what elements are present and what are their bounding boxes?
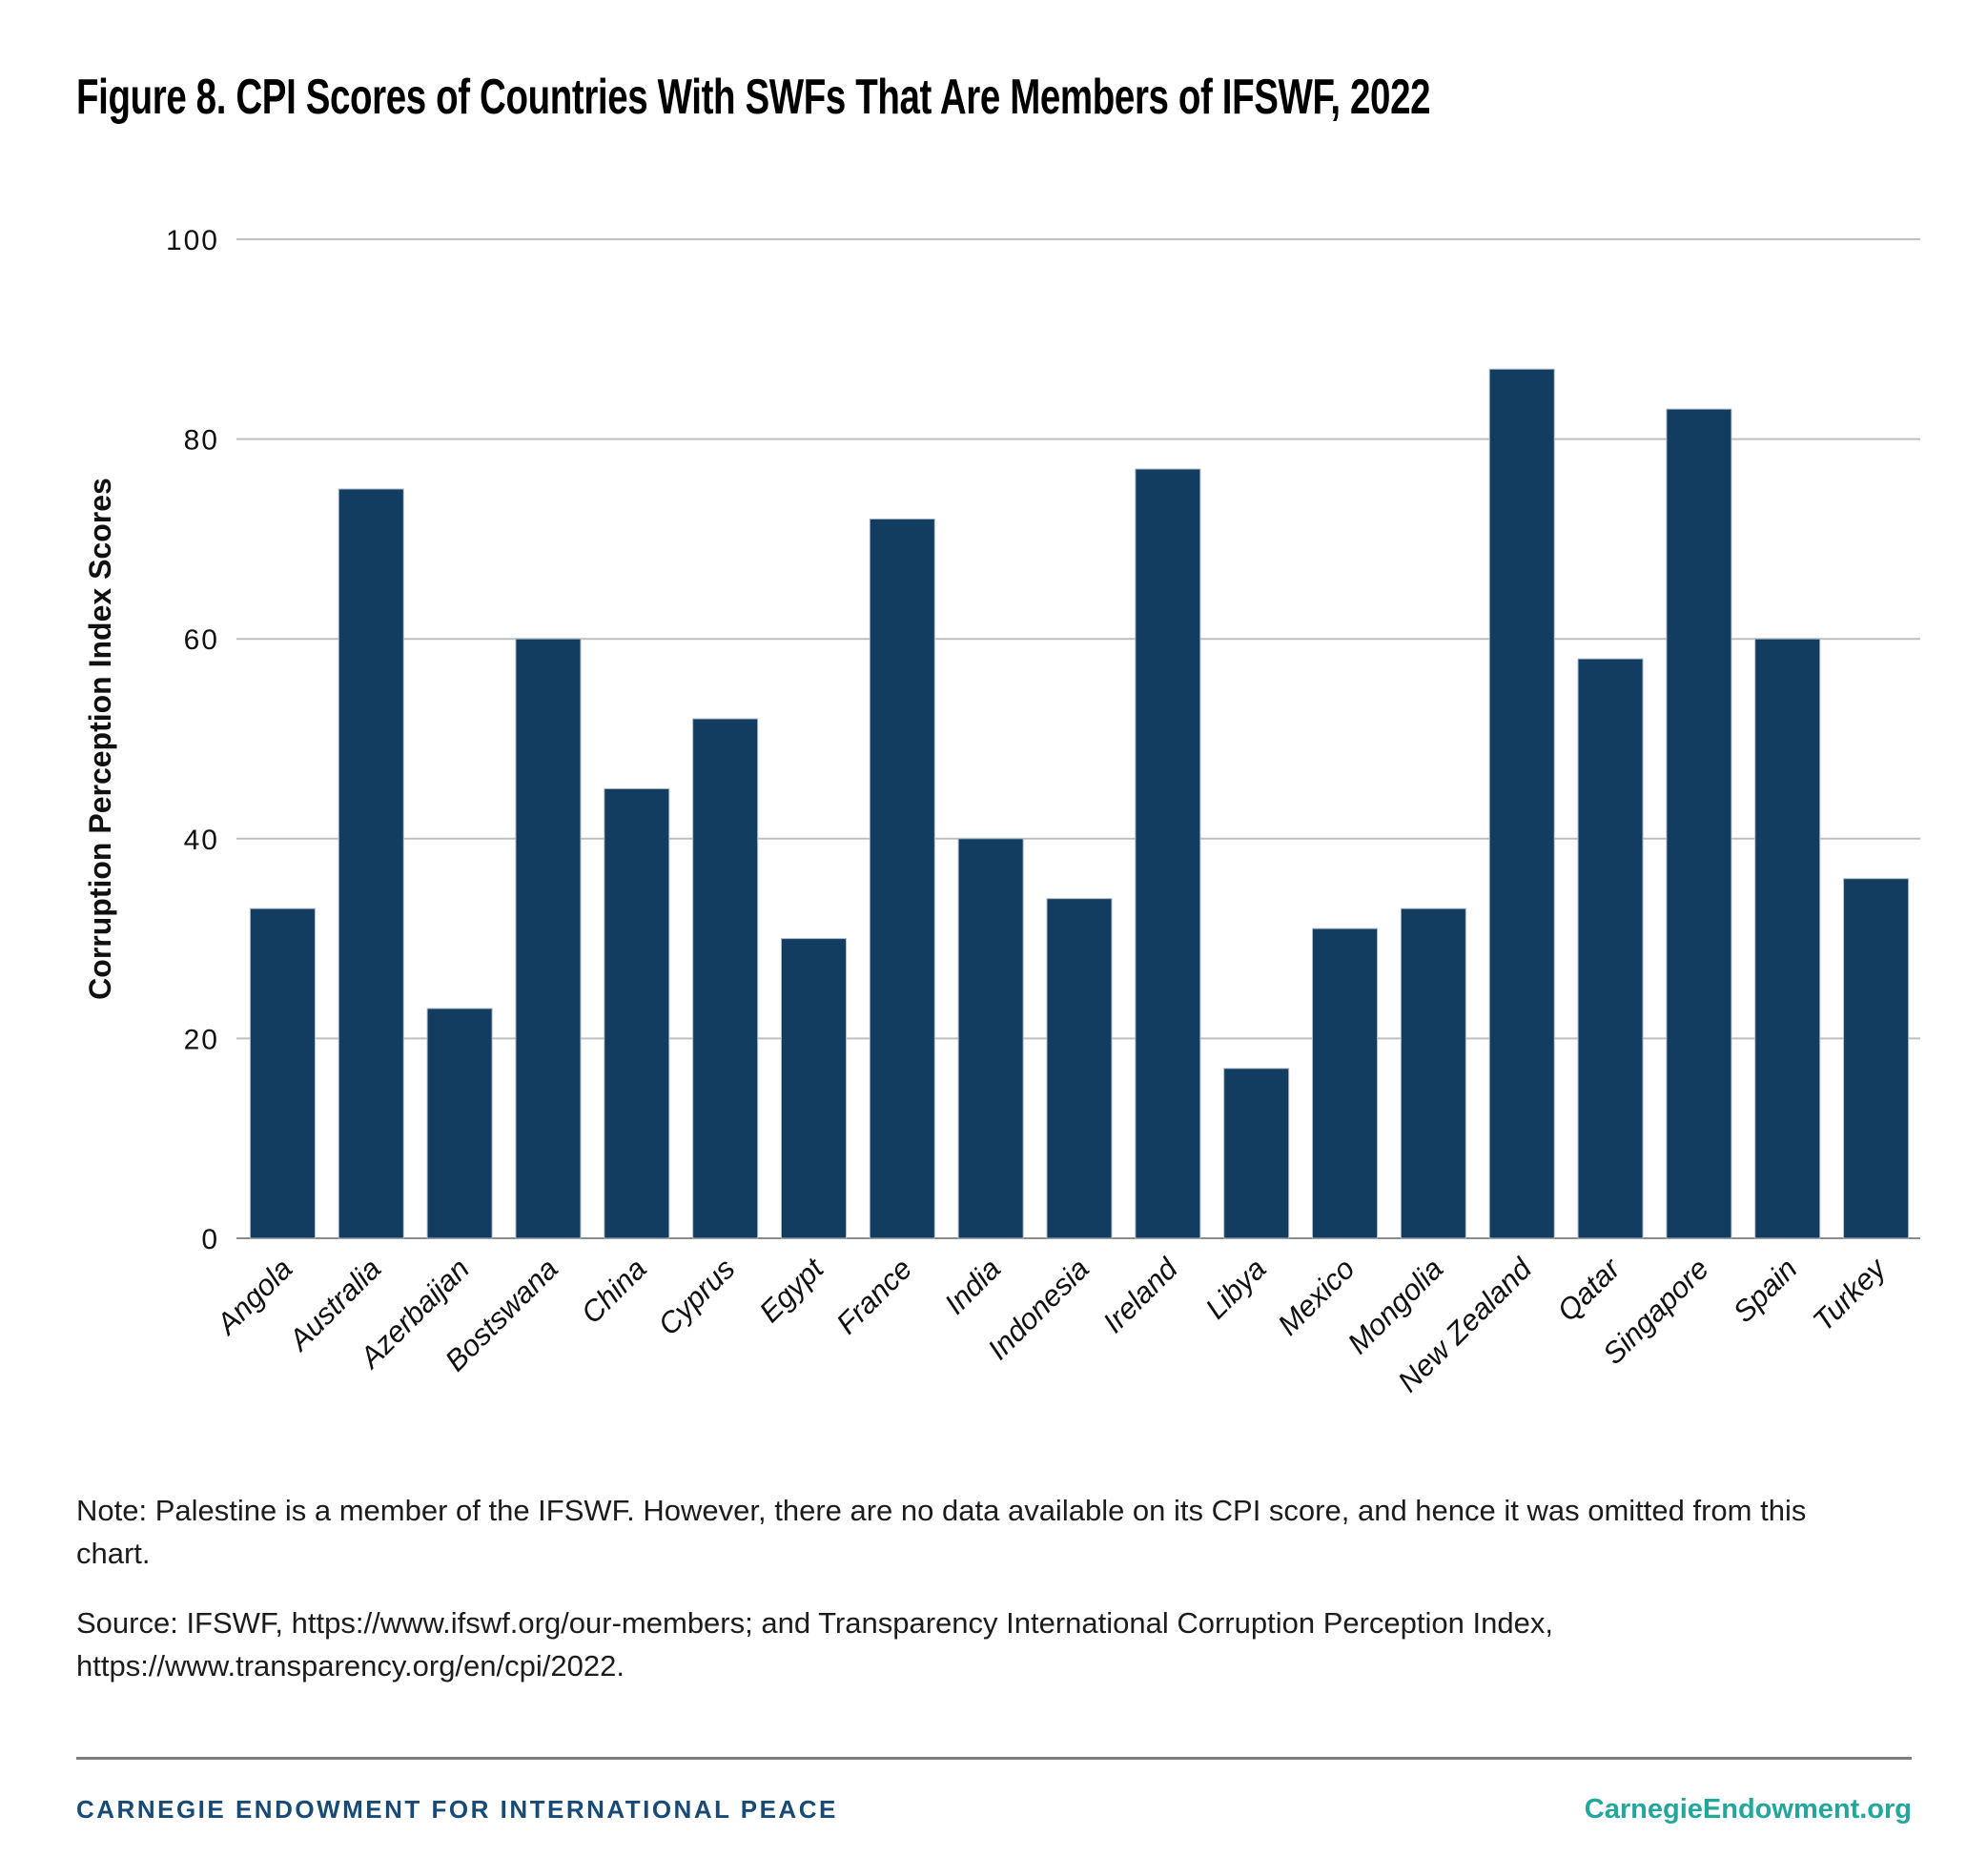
bar-new-zealand (1488, 368, 1555, 1239)
footer-divider (76, 1757, 1912, 1760)
bar-mongolia (1400, 907, 1466, 1239)
bar-cyprus (692, 718, 759, 1239)
x-tick-label-spain: Spain (1727, 1252, 1804, 1329)
x-tick-label-libya: Libya (1198, 1252, 1272, 1325)
bar-egypt (780, 938, 847, 1239)
x-tick-label-france: France (830, 1252, 918, 1340)
bar-azerbaijan (426, 1008, 493, 1239)
bar-indonesia (1046, 898, 1113, 1239)
footer-website-text: CarnegieEndowment.org (1584, 1794, 1912, 1825)
bar-mexico (1312, 928, 1379, 1239)
x-tick-label-mexico: Mexico (1271, 1252, 1361, 1341)
x-tick-label-turkey: Turkey (1806, 1250, 1894, 1337)
x-tick-label-egypt: Egypt (753, 1251, 831, 1329)
y-tick-label-60: 60 (184, 624, 219, 656)
bar-bostswana (515, 638, 582, 1239)
bar-spain (1754, 638, 1821, 1239)
y-axis-title: Corruption Perception Index Scores (83, 478, 117, 1000)
page-footer: CARNEGIE ENDOWMENT FOR INTERNATIONAL PEA… (76, 1794, 1912, 1825)
bar-australia (338, 488, 404, 1239)
bar-singapore (1666, 408, 1732, 1239)
y-tick-label-80: 80 (184, 425, 219, 457)
bar-china (604, 787, 670, 1239)
footer-org-name: CARNEGIE ENDOWMENT FOR INTERNATIONAL PEA… (76, 1795, 838, 1824)
y-tick-label-100: 100 (166, 225, 219, 256)
bar-angola (249, 907, 316, 1239)
y-tick-label-0: 0 (201, 1224, 219, 1255)
bar-ireland (1135, 468, 1201, 1239)
y-tick-label-20: 20 (184, 1024, 219, 1055)
y-tick-label-40: 40 (184, 825, 219, 856)
bar-libya (1223, 1068, 1290, 1239)
x-tick-label-china: China (575, 1252, 653, 1330)
x-tick-label-india: India (938, 1252, 1007, 1320)
x-tick-label-angola: Angola (209, 1252, 298, 1341)
x-tick-label-cyprus: Cyprus (651, 1252, 741, 1341)
x-tick-label-qatar: Qatar (1550, 1251, 1628, 1328)
bar-turkey (1843, 878, 1910, 1239)
x-tick-label-ireland: Ireland (1096, 1251, 1185, 1339)
bar-france (869, 518, 935, 1239)
figure-title: Figure 8. CPI Scores of Countries With S… (76, 70, 1431, 125)
chart-note: Note: Palestine is a member of the IFSWF… (76, 1494, 1807, 1570)
bar-qatar (1577, 658, 1644, 1239)
chart-source: Source: IFSWF, https://www.ifswf.org/our… (76, 1606, 1553, 1682)
bar-india (957, 838, 1024, 1239)
